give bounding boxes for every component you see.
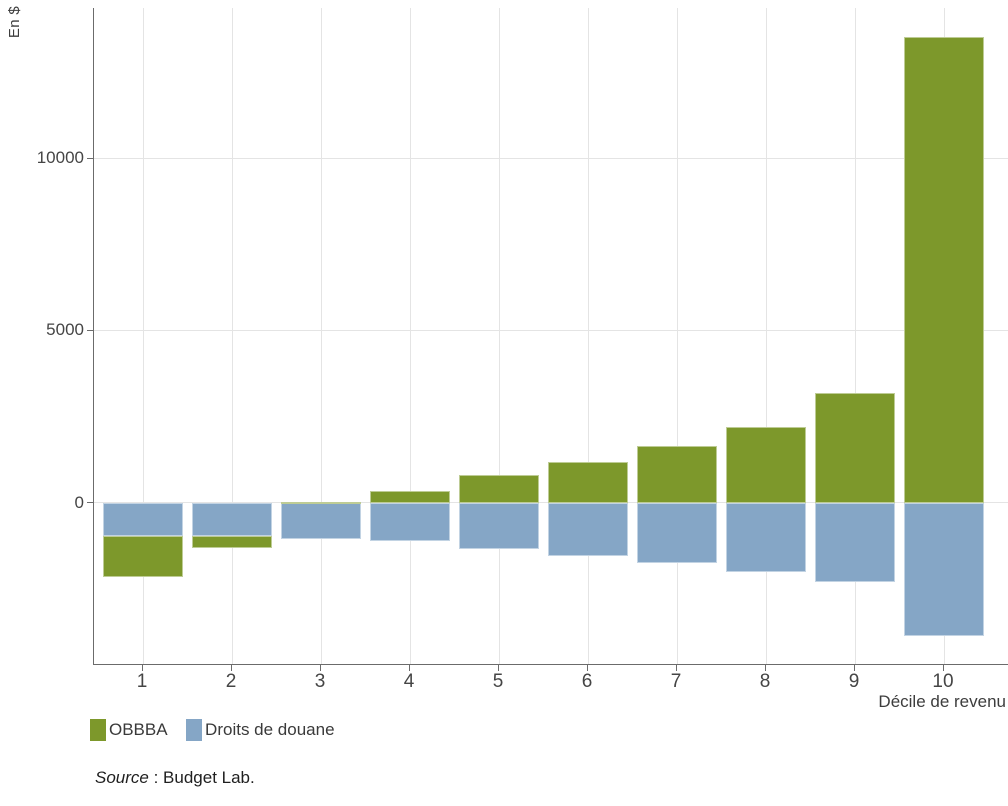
legend: OBBBA Droits de douane [90,719,349,741]
bar-obbba-decile-7 [637,446,717,503]
x-gridline-8 [765,8,767,664]
y-gridline-5000 [94,329,1008,331]
x-tick-label-3: 3 [314,671,326,692]
x-tick-5 [497,665,499,671]
x-tick-6 [586,665,588,671]
x-gridline-6 [587,8,589,664]
x-tick-label-10: 10 [932,671,954,692]
y-tick-label-5000: 5000 [46,320,84,340]
bar-obbba-decile-3 [281,501,361,504]
x-tick-label-6: 6 [581,671,593,692]
bar-droits-de-douane-decile-2 [192,502,272,536]
y-axis-title: En $ [6,6,23,39]
x-axis-title: Décile de revenu [878,692,1006,711]
bar-droits-de-douane-decile-1 [103,502,183,536]
bar-obbba-decile-6 [548,461,628,503]
y-tick-label-10000: 10000 [36,148,84,168]
bar-obbba-decile-10 [904,37,984,503]
plot-area [93,8,1008,665]
x-tick-7 [675,665,677,671]
bar-obbba-decile-1 [103,535,183,578]
x-tick-label-2: 2 [225,671,237,692]
bar-obbba-decile-5 [459,475,539,503]
y-tick-label-0: 0 [74,492,84,512]
x-gridline-2 [231,8,233,664]
x-tick-2 [230,665,232,671]
x-tick-4 [408,665,410,671]
bar-obbba-decile-9 [815,392,895,503]
y-tick-0 [87,502,93,504]
legend-swatch-obbba [90,719,106,741]
legend-label-droits-de-douane: Droits de douane [205,720,335,739]
x-tick-1 [141,665,143,671]
source-label: Source [95,768,149,787]
bar-obbba-decile-8 [726,427,806,503]
x-gridline-4 [409,8,411,664]
y-tick-5000 [87,329,93,331]
bar-droits-de-douane-decile-7 [637,502,717,564]
x-tick-9 [853,665,855,671]
x-gridline-7 [676,8,678,664]
x-gridline-9 [854,8,856,664]
legend-swatch-droits-de-douane [186,719,203,741]
bar-droits-de-douane-decile-5 [459,502,539,550]
legend-item-droits-de-douane: Droits de douane [186,719,335,741]
x-tick-label-1: 1 [136,671,148,692]
y-tick-10000 [87,157,93,159]
x-tick-3 [319,665,321,671]
bar-droits-de-douane-decile-6 [548,502,628,557]
x-tick-label-7: 7 [670,671,682,692]
x-tick-label-4: 4 [403,671,415,692]
y-gridline-10000 [94,157,1008,159]
x-tick-label-8: 8 [759,671,771,692]
bar-droits-de-douane-decile-8 [726,502,806,572]
x-tick-label-5: 5 [492,671,504,692]
bar-droits-de-douane-decile-4 [370,502,450,541]
bar-obbba-decile-4 [370,490,450,503]
source-note: Source : Budget Lab. [95,768,255,788]
legend-label-obbba: OBBBA [109,720,168,739]
source-text: : Budget Lab. [148,768,255,787]
x-tick-8 [764,665,766,671]
x-gridline-5 [498,8,500,664]
bar-droits-de-douane-decile-9 [815,502,895,583]
bar-droits-de-douane-decile-10 [904,502,984,636]
x-tick-label-9: 9 [848,671,860,692]
x-tick-10 [942,665,944,671]
x-gridline-1 [142,8,144,664]
bar-obbba-decile-2 [192,535,272,548]
legend-item-obbba: OBBBA [90,719,168,741]
bar-droits-de-douane-decile-3 [281,502,361,540]
x-gridline-3 [320,8,322,664]
